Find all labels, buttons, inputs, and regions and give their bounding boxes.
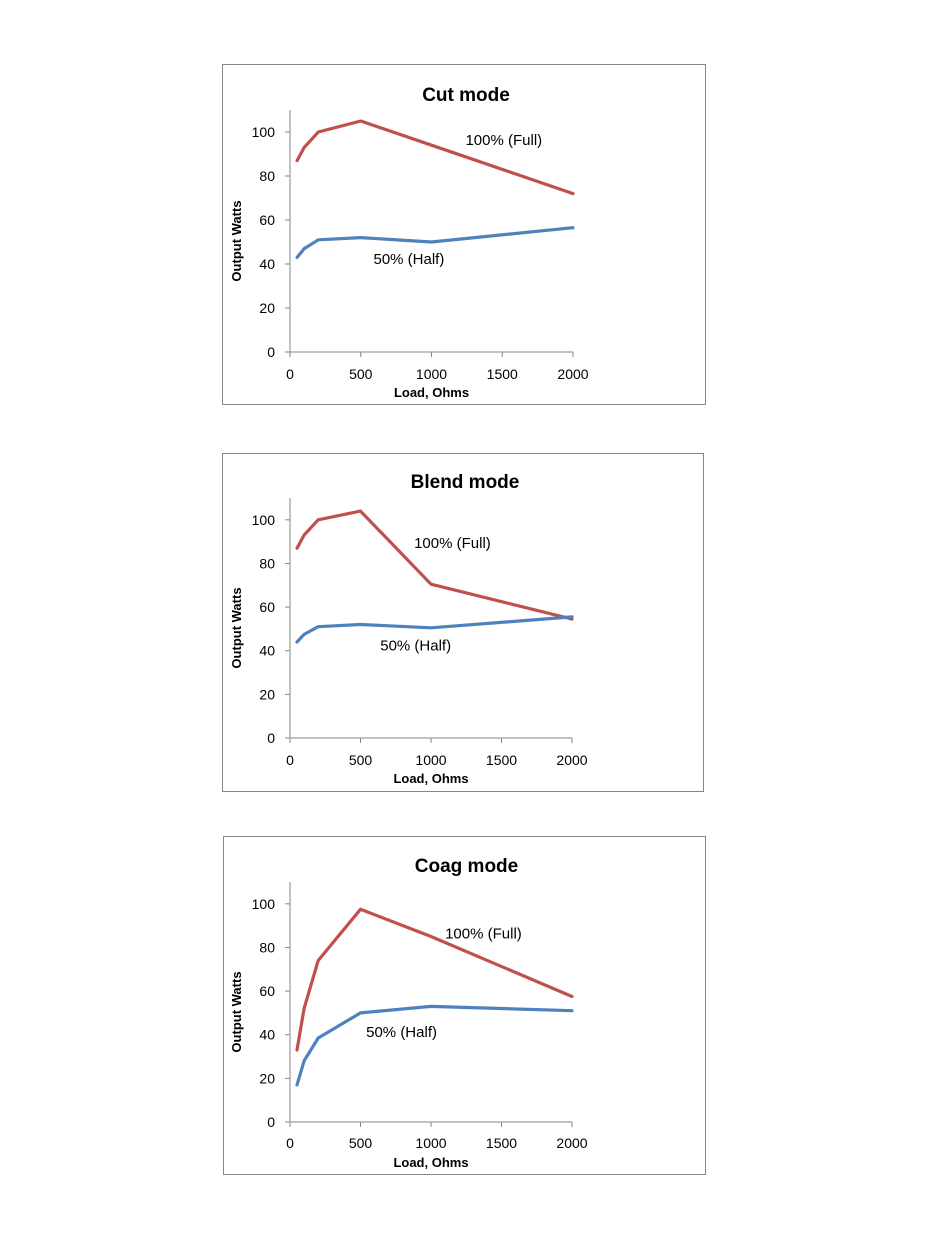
annotation-full: 100% (Full)	[465, 132, 542, 149]
annotation-full: 100% (Full)	[445, 926, 522, 943]
y-tick-label: 0	[267, 344, 275, 360]
chart-cut-mode: Cut mode 0 20 40 60 80 100 0 500 1000 1500 2000 Load…	[222, 64, 706, 405]
series-line-full	[295, 907, 574, 1052]
x-axis-label: Load, Ohms	[393, 1155, 468, 1170]
series-line-half	[295, 615, 574, 644]
chart-coag-mode: Coag mode 0 20 40 60 80 100 0 500 1000 1500 2000 Loa…	[223, 836, 706, 1175]
y-tick-label: 0	[267, 1114, 275, 1130]
y-tick-label: 80	[259, 555, 275, 571]
series-line-half	[295, 1004, 574, 1087]
x-tick-label: 1000	[415, 752, 446, 768]
x-tick-label: 0	[286, 752, 294, 768]
annotation-half: 50% (Half)	[380, 638, 451, 655]
series-line-full	[295, 509, 574, 621]
y-tick-label: 40	[259, 1027, 275, 1043]
chart-title: Blend mode	[411, 472, 520, 493]
x-tick-label: 1500	[487, 366, 518, 382]
x-tick-label: 0	[286, 1135, 294, 1151]
series-line-full	[295, 119, 575, 196]
chart-title: Cut mode	[422, 85, 510, 106]
y-tick-label: 100	[252, 512, 276, 528]
y-tick-label: 60	[259, 983, 275, 999]
y-tick-label: 40	[259, 256, 275, 272]
x-tick-label: 1000	[415, 1135, 446, 1151]
annotation-half: 50% (Half)	[373, 251, 444, 268]
y-axis-label: Output Watts	[229, 971, 244, 1052]
x-tick-label: 2000	[557, 366, 588, 382]
y-axis-label: Output Watts	[229, 587, 244, 668]
y-tick-label: 60	[259, 212, 275, 228]
y-tick-label: 100	[252, 896, 276, 912]
chart-title: Coag mode	[415, 856, 518, 877]
x-tick-label: 500	[349, 752, 373, 768]
series-line-half	[295, 226, 575, 259]
x-tick-label: 500	[349, 1135, 373, 1151]
x-tick-label: 0	[286, 366, 294, 382]
x-axis-label: Load, Ohms	[393, 771, 468, 786]
x-tick-label: 1000	[416, 366, 447, 382]
y-tick-label: 80	[259, 939, 275, 955]
y-tick-label: 0	[267, 730, 275, 746]
y-tick-label: 20	[259, 1070, 275, 1086]
y-tick-label: 100	[252, 124, 276, 140]
y-tick-label: 40	[259, 643, 275, 659]
y-axis-label: Output Watts	[229, 200, 244, 281]
x-tick-label: 500	[349, 366, 373, 382]
annotation-full: 100% (Full)	[414, 535, 491, 552]
x-tick-label: 2000	[556, 752, 587, 768]
chart-blend-mode: Blend mode 0 20 40 60 80 100 0 500 1000 1500 2000 Lo…	[222, 453, 704, 792]
x-tick-label: 2000	[556, 1135, 587, 1151]
x-tick-label: 1500	[486, 1135, 517, 1151]
y-tick-label: 20	[259, 686, 275, 702]
y-tick-label: 80	[259, 168, 275, 184]
y-tick-label: 60	[259, 599, 275, 615]
y-tick-label: 20	[259, 300, 275, 316]
x-tick-label: 1500	[486, 752, 517, 768]
x-axis-label: Load, Ohms	[394, 385, 469, 400]
annotation-half: 50% (Half)	[366, 1024, 437, 1041]
